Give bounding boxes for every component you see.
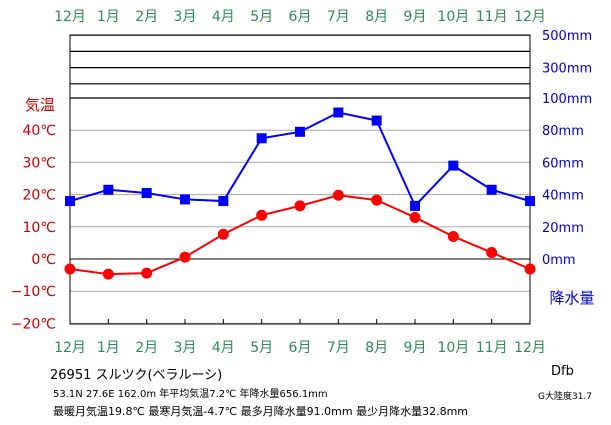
month-label-bottom: 11月 bbox=[476, 340, 508, 356]
month-label-top: 1月 bbox=[97, 9, 120, 25]
precipitation-point bbox=[333, 107, 344, 118]
month-label-bottom: 10月 bbox=[437, 340, 469, 356]
axis-labels: 気温 降水量 bbox=[25, 96, 595, 307]
temperature-point bbox=[332, 189, 344, 201]
precipitation-tick-label: 0mm bbox=[542, 253, 576, 268]
month-label-bottom: 7月 bbox=[327, 340, 350, 356]
temperature-tick-label: 20℃ bbox=[22, 188, 56, 204]
temperature-tick-label: 30℃ bbox=[22, 155, 56, 171]
month-label-bottom: 6月 bbox=[289, 340, 312, 356]
month-label-bottom: 12月 bbox=[514, 340, 546, 356]
month-label-top: 3月 bbox=[174, 9, 197, 25]
temperature-point bbox=[486, 247, 498, 259]
temperature-point bbox=[256, 209, 268, 221]
temperature-point bbox=[447, 230, 459, 242]
temperature-tick-label: 10℃ bbox=[22, 220, 56, 236]
temperature-point bbox=[64, 263, 76, 275]
temperature-point bbox=[141, 267, 153, 279]
temperature-point bbox=[179, 251, 191, 263]
precipitation-tick-label: 500mm bbox=[542, 29, 592, 44]
month-label-top: 10月 bbox=[437, 9, 469, 25]
temperature-point bbox=[524, 263, 536, 275]
precipitation-point bbox=[256, 133, 267, 144]
precipitation-point bbox=[103, 184, 114, 195]
precipitation-tick-label: 40mm bbox=[542, 189, 584, 204]
month-label-top: 4月 bbox=[212, 9, 235, 25]
precipitation-series bbox=[65, 107, 535, 211]
month-label-bottom: 4月 bbox=[212, 340, 235, 356]
month-label-bottom: 9月 bbox=[404, 340, 427, 356]
gridlines bbox=[70, 34, 530, 324]
precipitation-point bbox=[410, 200, 420, 211]
temperature-point bbox=[294, 200, 306, 212]
month-label-top: 6月 bbox=[289, 9, 312, 25]
precipitation-point bbox=[525, 196, 535, 207]
temperature-tick-labels: 40℃ 30℃ 20℃ 10℃ 0℃ −10℃ −20℃ bbox=[11, 123, 56, 332]
temperature-point bbox=[371, 194, 383, 206]
precipitation-tick-label: 80mm bbox=[542, 124, 584, 139]
station-stats-line-1: 53.1N 27.6E 162.0m 年平均気温7.2℃ 年降水量656.1mm bbox=[53, 389, 328, 400]
precipitation-tick-label: 20mm bbox=[542, 221, 584, 236]
station-stats-line-2: 最暖月気温19.8℃ 最寒月気温-4.7℃ 最多月降水量91.0mm 最少月降水… bbox=[53, 405, 468, 418]
temperature-tick-label: 0℃ bbox=[31, 252, 56, 268]
precipitation-tick-label: 100mm bbox=[542, 92, 592, 107]
precipitation-point bbox=[371, 115, 382, 126]
precipitation-line bbox=[69, 111, 531, 208]
month-label-bottom: 8月 bbox=[365, 340, 388, 356]
temperature-tick-label: −20℃ bbox=[11, 316, 56, 332]
month-label-bottom: 1月 bbox=[97, 340, 120, 356]
month-label-bottom: 12月 bbox=[54, 340, 86, 356]
precipitation-point bbox=[180, 194, 190, 205]
month-label-top: 5月 bbox=[250, 9, 273, 25]
month-label-top: 12月 bbox=[514, 9, 546, 25]
precipitation-point bbox=[141, 187, 152, 198]
month-label-top: 12月 bbox=[54, 9, 86, 25]
month-label-bottom: 3月 bbox=[174, 340, 197, 356]
precipitation-point bbox=[448, 160, 459, 171]
month-label-bottom: 2月 bbox=[135, 340, 158, 356]
month-labels-bottom: 12月 1月 2月 3月 4月 5月 6月 7月 8月 9月 10月 11月 12月 bbox=[54, 340, 546, 356]
precipitation-axis-title: 降水量 bbox=[549, 289, 594, 307]
month-labels-top: 12月 1月 2月 3月 4月 5月 6月 7月 8月 9月 10月 11月 12月 bbox=[54, 9, 546, 25]
month-label-top: 9月 bbox=[404, 9, 427, 25]
temperature-tick-label: −10℃ bbox=[11, 284, 56, 300]
plot-frame bbox=[69, 34, 531, 325]
month-label-top: 2月 bbox=[135, 9, 158, 25]
precipitation-tick-label: 300mm bbox=[542, 62, 592, 77]
temperature-point bbox=[102, 268, 114, 280]
climate-chart: 気温 降水量 40℃ 30℃ 20℃ 10℃ 0℃ −10℃ −20℃ 500mm 300mm… bbox=[11, 9, 595, 356]
month-label-bottom: 5月 bbox=[250, 340, 273, 356]
precipitation-point bbox=[486, 184, 497, 195]
koppen-climate-code: Dfb bbox=[551, 364, 574, 379]
precipitation-tick-label: 60mm bbox=[542, 156, 584, 171]
temperature-point bbox=[409, 211, 421, 223]
precipitation-point bbox=[218, 196, 229, 207]
station-name: 26951 スルツク(ベラルーシ) bbox=[50, 368, 223, 383]
month-label-top: 11月 bbox=[476, 9, 508, 25]
month-label-top: 8月 bbox=[365, 9, 388, 25]
temperature-point bbox=[217, 228, 229, 240]
temperature-series bbox=[64, 189, 536, 280]
month-label-top: 7月 bbox=[327, 9, 350, 25]
precipitation-point bbox=[295, 126, 305, 137]
continentality-index: G大陸度31.7 bbox=[538, 392, 593, 402]
precipitation-tick-labels: 500mm 300mm 100mm 80mm 60mm 40mm 20mm 0mm bbox=[542, 29, 592, 268]
temperature-tick-label: 40℃ bbox=[22, 123, 56, 139]
temperature-axis-title: 気温 bbox=[25, 96, 55, 114]
precipitation-point bbox=[65, 196, 75, 207]
